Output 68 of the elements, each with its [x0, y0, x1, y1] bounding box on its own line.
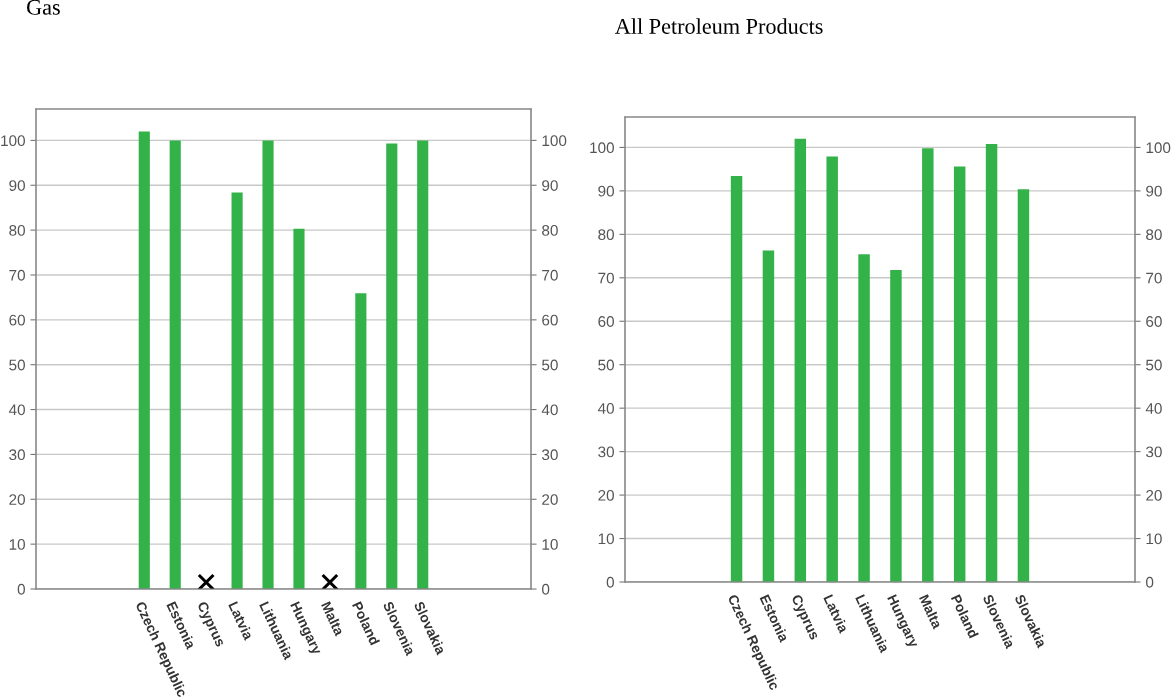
y2-tick-label: 0 — [1146, 576, 1154, 588]
y2-tick-label: 100 — [542, 135, 567, 147]
bar — [386, 143, 398, 589]
y-tick-label: 90 — [598, 185, 614, 197]
bar — [922, 148, 934, 582]
y2-tick-label: 70 — [542, 269, 558, 281]
y2-tick-label: 10 — [1146, 533, 1162, 545]
y2-tick-label: 40 — [1145, 403, 1162, 414]
y-tick-label: 0 — [17, 583, 25, 595]
bar — [417, 140, 429, 589]
y2-tick-label: 60 — [1146, 316, 1162, 327]
y2-tick-label: 50 — [542, 359, 558, 371]
y2-tick-label: 20 — [1146, 489, 1162, 501]
bar — [293, 228, 305, 589]
y2-tick-label: 60 — [542, 314, 558, 326]
bar — [890, 269, 902, 582]
x-tick-label: Malta — [321, 600, 345, 637]
y-tick-label: 30 — [598, 446, 614, 458]
bar — [858, 254, 870, 582]
y-tick-label: 20 — [598, 489, 614, 501]
y-tick-label: 80 — [598, 229, 614, 241]
y2-tick-label: 70 — [1146, 272, 1162, 284]
x-tick-label: Latvia — [228, 600, 255, 641]
bar — [730, 176, 743, 582]
y-tick-label: 60 — [598, 316, 614, 327]
y-tick-label: 10 — [598, 533, 614, 545]
y-tick-label: 50 — [598, 359, 614, 371]
y-tick-label: 50 — [9, 359, 25, 371]
y-tick-label: 40 — [8, 404, 25, 416]
y2-tick-label: 50 — [1146, 359, 1162, 371]
y2-tick-label: 30 — [542, 449, 558, 461]
y2-tick-label: 0 — [542, 583, 550, 595]
y2-tick-label: 30 — [1146, 446, 1162, 458]
y-tick-label: 0 — [606, 576, 614, 588]
y-tick-label: 80 — [9, 224, 25, 236]
chart-title: Gas — [27, 0, 60, 15]
bar — [985, 143, 998, 582]
y-tick-label: 70 — [9, 269, 25, 281]
bar — [169, 140, 181, 589]
bar — [138, 131, 150, 589]
y2-tick-label: 20 — [542, 494, 558, 505]
y2-tick-label: 10 — [542, 539, 558, 550]
y-tick-label: 90 — [9, 180, 25, 191]
bar — [953, 166, 966, 582]
y-tick-label: 100 — [590, 142, 614, 154]
y2-tick-label: 80 — [542, 224, 558, 236]
y-tick-label: 70 — [598, 272, 614, 284]
x-tick-label: Latvia — [823, 593, 850, 634]
y2-tick-label: 90 — [542, 180, 558, 191]
y-tick-label: 60 — [9, 314, 25, 326]
y2-tick-label: 100 — [1146, 142, 1171, 154]
y2-tick-label: 80 — [1146, 229, 1162, 241]
y-tick-label: 100 — [1, 135, 25, 147]
bar — [231, 192, 243, 589]
bar — [355, 293, 367, 589]
bar — [762, 250, 775, 582]
bar — [826, 156, 838, 582]
bar — [262, 140, 274, 589]
bar — [794, 138, 807, 582]
bar — [1017, 189, 1030, 582]
y-tick-label: 10 — [9, 539, 25, 550]
y-tick-label: 20 — [9, 494, 25, 505]
y2-tick-label: 40 — [541, 404, 558, 416]
x-tick-label: Malta — [918, 593, 943, 630]
chart-title: All Petroleum Products — [615, 18, 823, 34]
y-tick-label: 40 — [597, 403, 614, 414]
y-tick-label: 30 — [9, 449, 25, 461]
y2-tick-label: 90 — [1146, 185, 1162, 197]
